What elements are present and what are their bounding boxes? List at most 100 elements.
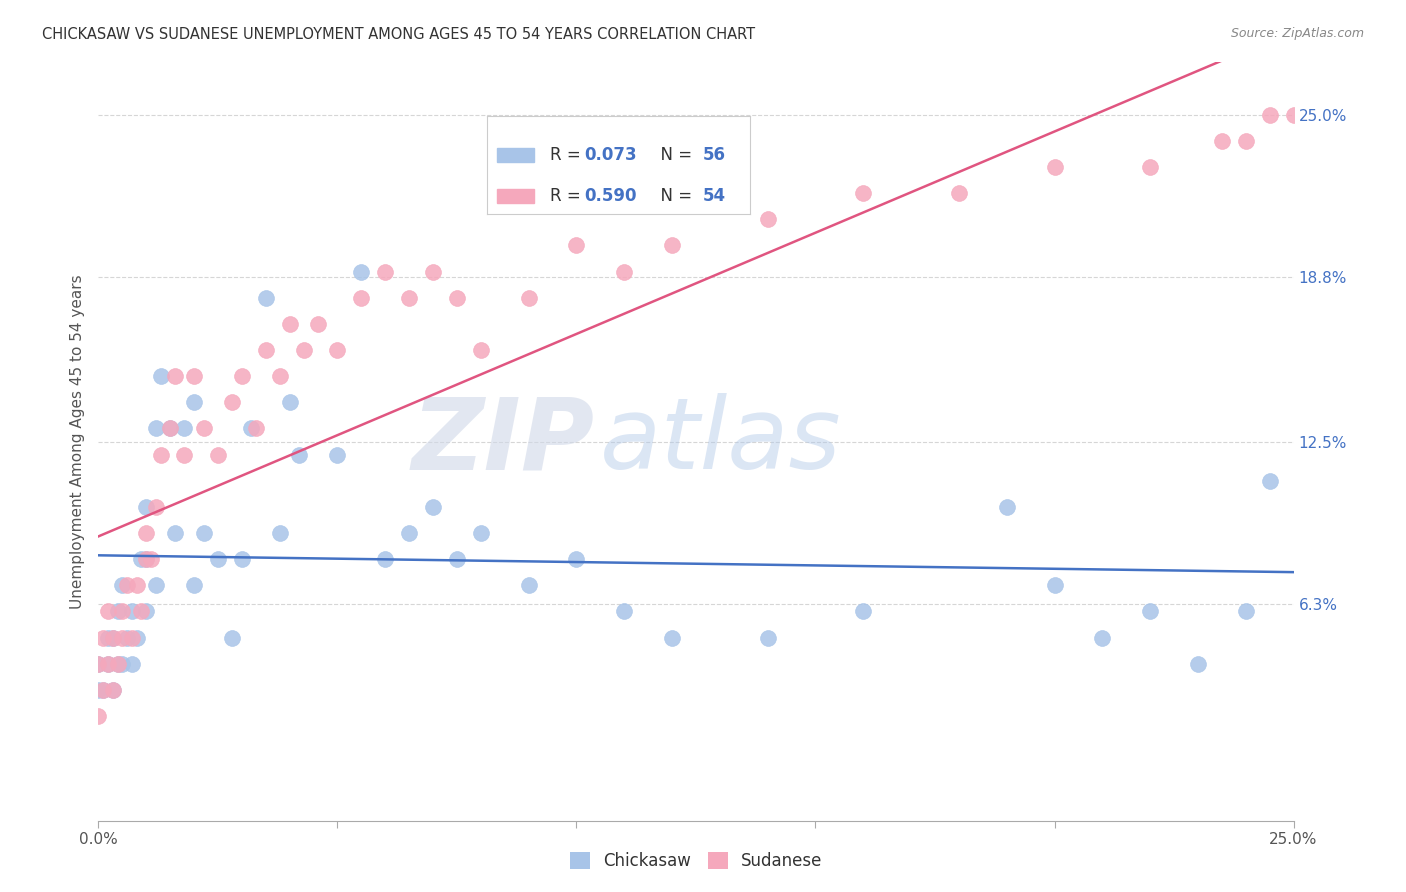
Point <box>121 657 143 671</box>
Point <box>121 605 143 619</box>
Point <box>852 605 875 619</box>
Point <box>207 448 229 462</box>
Text: ZIP: ZIP <box>412 393 595 490</box>
Point <box>115 578 138 592</box>
Point <box>565 552 588 566</box>
Point <box>107 605 129 619</box>
Point <box>193 421 215 435</box>
Text: CHICKASAW VS SUDANESE UNEMPLOYMENT AMONG AGES 45 TO 54 YEARS CORRELATION CHART: CHICKASAW VS SUDANESE UNEMPLOYMENT AMONG… <box>42 27 755 42</box>
Point <box>254 343 277 357</box>
Point <box>1258 108 1281 122</box>
Point <box>350 291 373 305</box>
Point <box>173 448 195 462</box>
Point <box>1234 134 1257 148</box>
Point <box>756 212 779 227</box>
Point <box>87 657 110 671</box>
Point <box>121 631 143 645</box>
Point <box>240 421 263 435</box>
Point <box>97 657 120 671</box>
Point <box>111 631 134 645</box>
Point <box>97 631 120 645</box>
Point <box>1091 631 1114 645</box>
Point <box>193 526 215 541</box>
Point <box>245 421 267 435</box>
Point <box>135 526 157 541</box>
Point <box>269 369 291 384</box>
Point <box>1234 605 1257 619</box>
Legend: Chickasaw, Sudanese: Chickasaw, Sudanese <box>562 846 830 877</box>
Text: Source: ZipAtlas.com: Source: ZipAtlas.com <box>1230 27 1364 40</box>
Point <box>87 657 110 671</box>
Point <box>326 343 349 357</box>
Point <box>135 605 157 619</box>
Point <box>145 500 167 514</box>
Text: atlas: atlas <box>600 393 842 490</box>
Point <box>111 605 134 619</box>
Point <box>91 682 114 697</box>
Point <box>398 526 420 541</box>
Point <box>278 395 301 409</box>
Point <box>107 657 129 671</box>
Point <box>470 526 492 541</box>
Point <box>948 186 970 201</box>
Point <box>139 552 162 566</box>
Point <box>661 238 683 252</box>
Point <box>221 631 243 645</box>
Point <box>292 343 315 357</box>
Point <box>852 186 875 201</box>
Point <box>97 657 120 671</box>
Point <box>135 500 157 514</box>
Point <box>221 395 243 409</box>
Point <box>470 343 492 357</box>
Point <box>145 421 167 435</box>
Point <box>613 264 636 278</box>
Point <box>231 552 253 566</box>
Point <box>231 369 253 384</box>
Point <box>374 552 396 566</box>
Point <box>125 578 148 592</box>
Point <box>87 682 110 697</box>
Point <box>163 526 186 541</box>
Point <box>101 631 124 645</box>
Point <box>101 631 124 645</box>
Point <box>374 264 396 278</box>
Point <box>107 657 129 671</box>
Point <box>326 448 349 462</box>
Y-axis label: Unemployment Among Ages 45 to 54 years: Unemployment Among Ages 45 to 54 years <box>69 274 84 609</box>
Point <box>111 657 134 671</box>
Point <box>350 264 373 278</box>
Point <box>91 631 114 645</box>
Point <box>207 552 229 566</box>
Point <box>1139 605 1161 619</box>
Point <box>135 552 157 566</box>
Point <box>756 631 779 645</box>
Point <box>517 291 540 305</box>
Point <box>149 369 172 384</box>
Point <box>446 291 468 305</box>
Point <box>565 238 588 252</box>
Point <box>163 369 186 384</box>
Point <box>149 448 172 462</box>
Point <box>1043 578 1066 592</box>
Point <box>422 264 444 278</box>
Point <box>173 421 195 435</box>
Point <box>1211 134 1233 148</box>
Point <box>91 682 114 697</box>
Point <box>995 500 1018 514</box>
Point <box>517 578 540 592</box>
Point <box>87 709 110 723</box>
Point <box>288 448 311 462</box>
Point <box>1043 160 1066 174</box>
Point <box>159 421 181 435</box>
Point <box>97 605 120 619</box>
Point <box>661 631 683 645</box>
Point <box>125 631 148 645</box>
Point <box>131 605 153 619</box>
Point <box>115 631 138 645</box>
Point <box>307 317 329 331</box>
Point <box>1258 474 1281 488</box>
Point <box>183 369 205 384</box>
Point <box>1139 160 1161 174</box>
Point <box>183 578 205 592</box>
Point <box>1187 657 1209 671</box>
